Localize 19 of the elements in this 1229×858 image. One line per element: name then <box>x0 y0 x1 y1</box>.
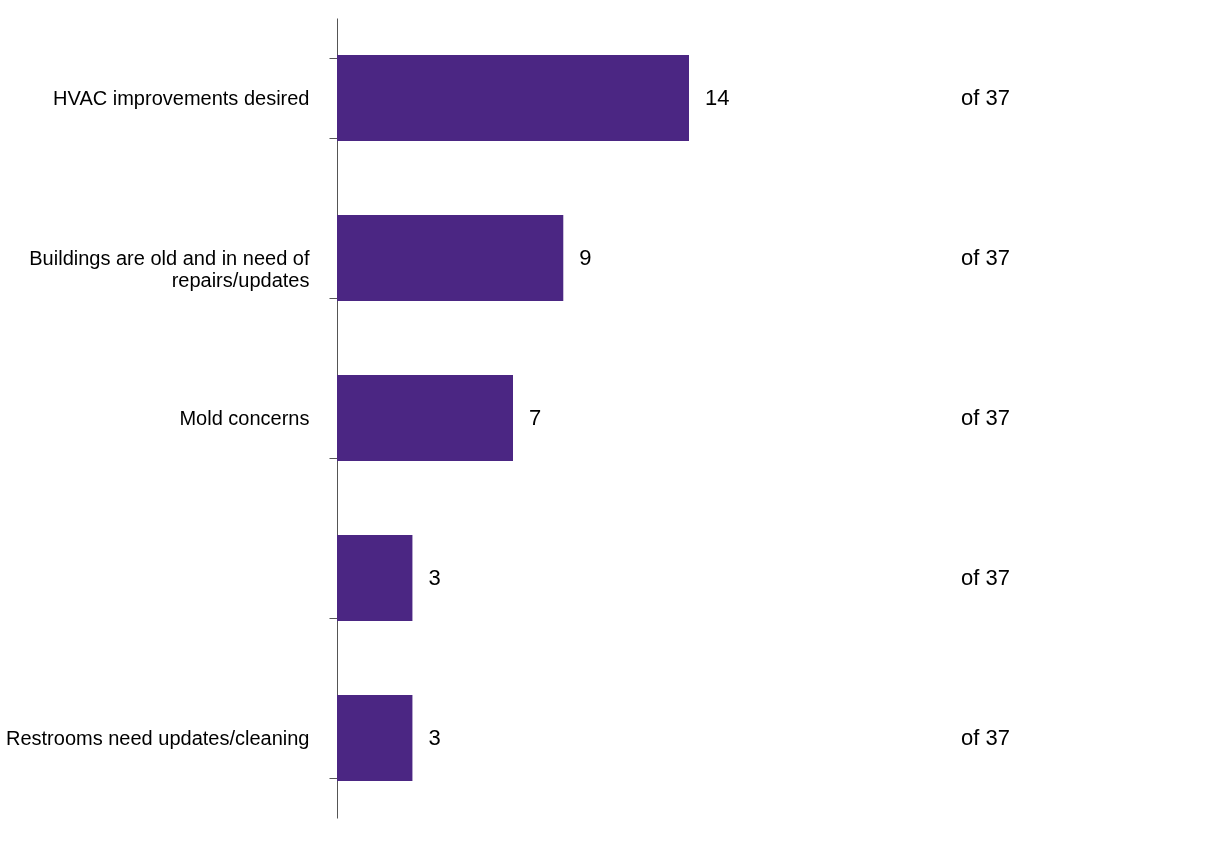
text: of 37 <box>961 405 1010 430</box>
text: of 37 <box>961 565 1010 590</box>
bar <box>337 535 413 621</box>
data-label: 3 <box>428 725 441 750</box>
bar <box>337 375 513 461</box>
text: of 37 <box>961 85 1010 110</box>
y-tick-label: HVAC improvements desired <box>53 86 310 109</box>
text: of 37 <box>961 245 1010 270</box>
text: of 37 <box>961 725 1010 750</box>
y-tick-label: Restrooms need updates/cleaning <box>5 726 310 749</box>
bar <box>337 215 564 301</box>
data-label: 7 <box>529 405 542 430</box>
data-label: 14 <box>705 85 730 110</box>
bar <box>337 55 689 141</box>
y-tick-label: Mold concerns <box>179 406 310 429</box>
data-label: 9 <box>579 245 592 270</box>
y-tick-label: Buildings are old and in need of repairs/updates <box>29 246 310 291</box>
data-label: 3 <box>428 565 441 590</box>
bar <box>337 695 413 781</box>
